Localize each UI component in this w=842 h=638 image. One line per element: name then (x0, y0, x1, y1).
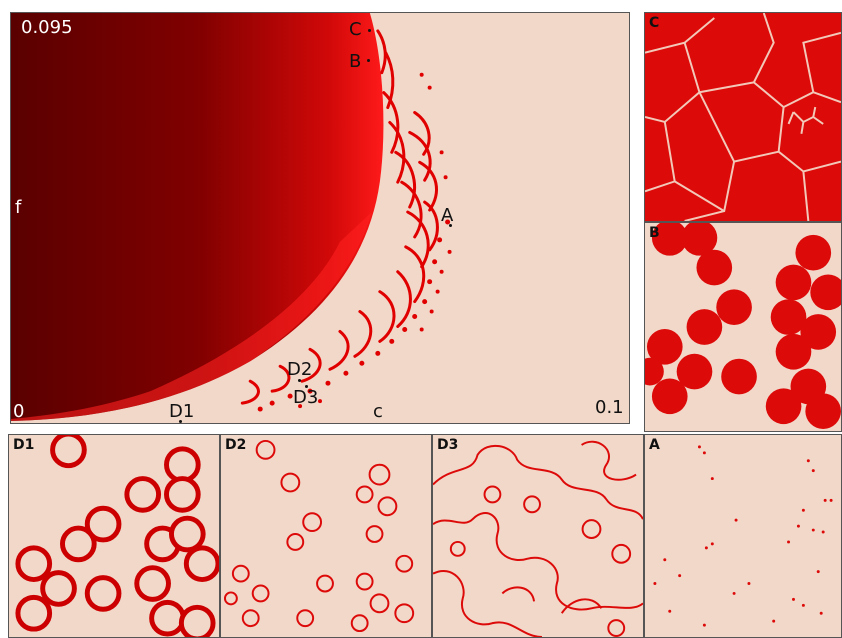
x-max-label: 0.1 (595, 397, 624, 418)
panel-d2-graphic (223, 439, 415, 633)
panel-d3: D3 (432, 434, 644, 638)
point-d3-marker (305, 385, 308, 388)
panel-d1: D1 (8, 434, 220, 638)
panel-d2: D2 (220, 434, 432, 638)
panel-d1-label: D1 (13, 437, 35, 453)
panel-b-label: B (649, 225, 660, 241)
panel-d3-label: D3 (437, 437, 459, 453)
x-axis-label: c (373, 401, 383, 422)
pattern-spots (257, 72, 452, 412)
panel-d1-graphic (15, 435, 219, 637)
y-axis-label: f (15, 197, 22, 218)
point-label-c: C (349, 19, 362, 40)
panel-c: C (644, 12, 842, 222)
panel-a: A (644, 434, 842, 638)
point-d1-marker (179, 420, 182, 423)
point-c-marker (368, 29, 371, 32)
pattern-stripes (240, 29, 439, 405)
phase-diagram-graphic (11, 13, 629, 423)
panel-b: B (644, 222, 842, 432)
point-label-d1: D1 (169, 401, 195, 422)
point-a-marker (449, 224, 452, 227)
point-d2-marker (298, 379, 301, 382)
point-label-b: B (349, 51, 362, 72)
panel-d3-graphic (433, 440, 643, 637)
y-max-label: 0.095 (21, 17, 73, 38)
panel-c-graphic (645, 13, 841, 221)
point-label-d3: D3 (293, 387, 319, 408)
point-label-a: A (441, 205, 454, 226)
point-label-d2: D2 (287, 359, 313, 380)
origin-label: 0 (13, 401, 25, 422)
panel-a-graphic (653, 445, 833, 627)
point-b-marker (367, 59, 370, 62)
panel-c-label: C (649, 15, 660, 31)
panel-a-label: A (649, 437, 660, 453)
panel-b-graphic (645, 223, 841, 430)
panel-d2-label: D2 (225, 437, 247, 453)
phase-diagram: 0.095 f 0 c 0.1 C B A D2 D3 D1 (10, 12, 630, 424)
